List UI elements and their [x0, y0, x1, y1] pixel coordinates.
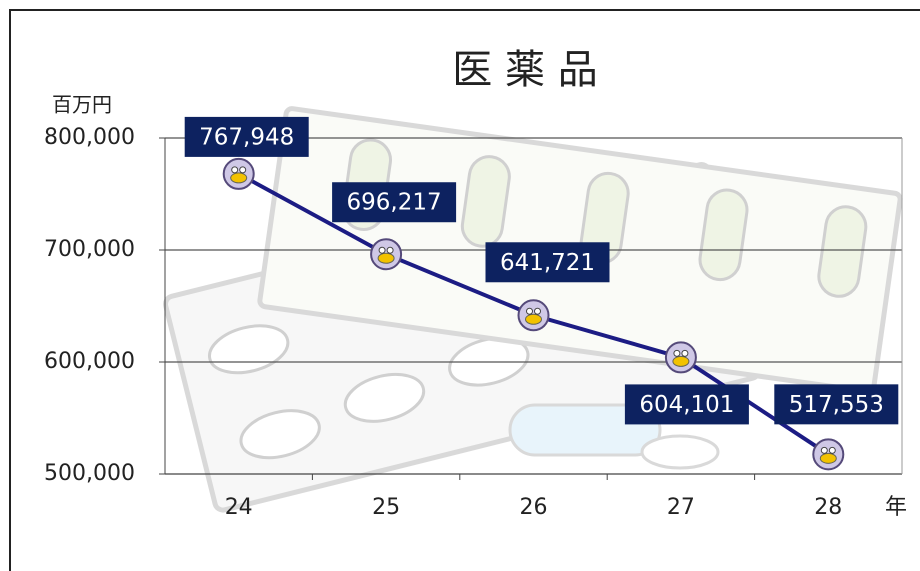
x-tick-label: 27: [667, 495, 695, 520]
marker-eye: [526, 307, 533, 315]
chart-title: 医 薬 品: [452, 47, 597, 93]
marker-eye: [231, 166, 239, 174]
value-label-box: [485, 242, 610, 283]
marker-face: [672, 355, 690, 367]
value-label: 517,553: [789, 392, 884, 418]
value-label: 604,101: [639, 392, 734, 418]
marker-eye: [673, 349, 681, 357]
value-label-box: [332, 182, 457, 223]
y-axis-label: 百万円: [52, 93, 112, 117]
y-tick-label: 600,000: [44, 349, 135, 374]
x-tick-label: 25: [372, 495, 400, 520]
marker-face: [230, 172, 248, 184]
marker-eye: [386, 246, 394, 254]
marker-eye: [239, 166, 247, 174]
marker-face: [525, 313, 542, 325]
marker-face: [819, 452, 837, 464]
value-label-box: [184, 116, 309, 157]
marker-eye: [534, 307, 541, 315]
marker: [517, 299, 550, 332]
marker: [222, 157, 255, 190]
y-tick-label: 500,000: [44, 461, 135, 486]
marker-eye: [820, 446, 828, 454]
x-tick-label: 28: [814, 495, 842, 520]
value-label: 641,721: [500, 250, 595, 276]
marker: [370, 238, 403, 271]
value-label-box: [624, 384, 749, 425]
value-label-box: [774, 384, 899, 425]
value-label: 696,217: [347, 190, 442, 216]
marker: [812, 438, 845, 471]
x-tick-label: 26: [520, 495, 548, 520]
marker-eye: [828, 446, 836, 454]
y-tick-label: 800,000: [44, 125, 135, 150]
marker-face: [377, 252, 395, 264]
x-tick-label: 24: [225, 495, 253, 520]
x-axis-label: 年: [885, 495, 907, 520]
value-label: 767,948: [199, 124, 294, 150]
marker-eye: [681, 349, 689, 357]
y-tick-label: 700,000: [44, 237, 135, 262]
marker: [664, 341, 697, 374]
marker-eye: [378, 246, 386, 254]
